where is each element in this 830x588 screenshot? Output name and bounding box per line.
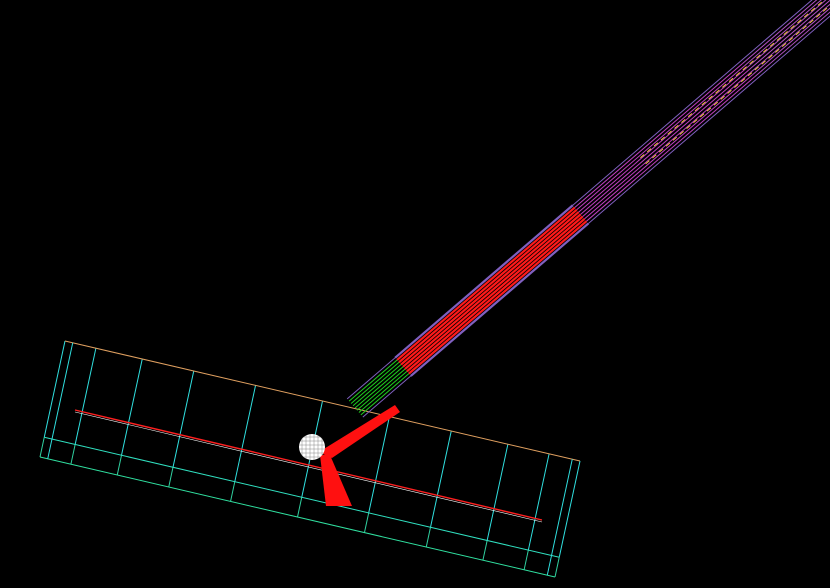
beam-line-highlight [74,411,543,523]
tube-line [396,206,576,361]
box-rib-lower [116,455,122,476]
box-rib [527,453,550,551]
tube-line [744,0,822,66]
detector-box [39,340,581,578]
box-rib-lower [70,444,76,465]
tube-line [586,76,755,222]
tube-line [750,3,830,73]
box-rib-lower [482,540,488,561]
tube-line [394,204,574,359]
tube-line [398,208,578,364]
sphere [299,434,325,460]
box-rib-lower [168,467,174,488]
tube-dash [645,4,830,165]
tip-blade [320,455,352,506]
tube-line [588,78,757,224]
box-side [47,342,74,459]
tube-line [754,11,830,78]
box-rib-lower [230,481,236,502]
tube-line [400,211,580,366]
box-rib [172,370,195,468]
box-bottom-edge [39,456,556,578]
tube-line [574,62,744,208]
box-rib-lower [523,549,529,570]
tube-line [402,213,582,368]
box-rib [74,348,97,445]
box-rib [368,416,390,513]
tube-line [410,222,590,377]
tube-line [572,60,742,206]
box-rib [558,460,581,558]
box-rib [43,340,66,438]
tube-line [756,15,830,80]
box-top-edge [64,340,581,462]
tube-line [584,74,753,220]
tube-line [746,0,827,69]
tube-line [752,7,830,76]
box-rib [234,385,257,482]
tube-line [406,218,586,373]
tube-line [580,69,749,215]
tube [346,0,830,418]
tube-dash [640,0,825,159]
sphere-mesh [299,434,325,460]
sphere-body [299,434,325,460]
box-rib-lower [363,512,370,533]
tube-line [748,0,830,71]
box-rib-lower [425,527,431,548]
tube-line [404,215,584,370]
tube-line [578,67,747,213]
box-side [546,459,573,576]
box-rib [486,444,509,541]
box-rib-lower [554,557,560,578]
box-rib-lower [39,437,45,458]
tube-line [576,65,746,211]
box-rib [121,358,143,456]
tube-line [740,0,813,62]
box-rib-lower [297,497,303,518]
box-rib [430,430,452,528]
beam-line [74,409,543,521]
tube-line [582,72,751,218]
tube-line [742,0,818,64]
box-inner-edge [44,436,560,558]
tip-arm [318,405,400,458]
tube-line [408,220,588,375]
